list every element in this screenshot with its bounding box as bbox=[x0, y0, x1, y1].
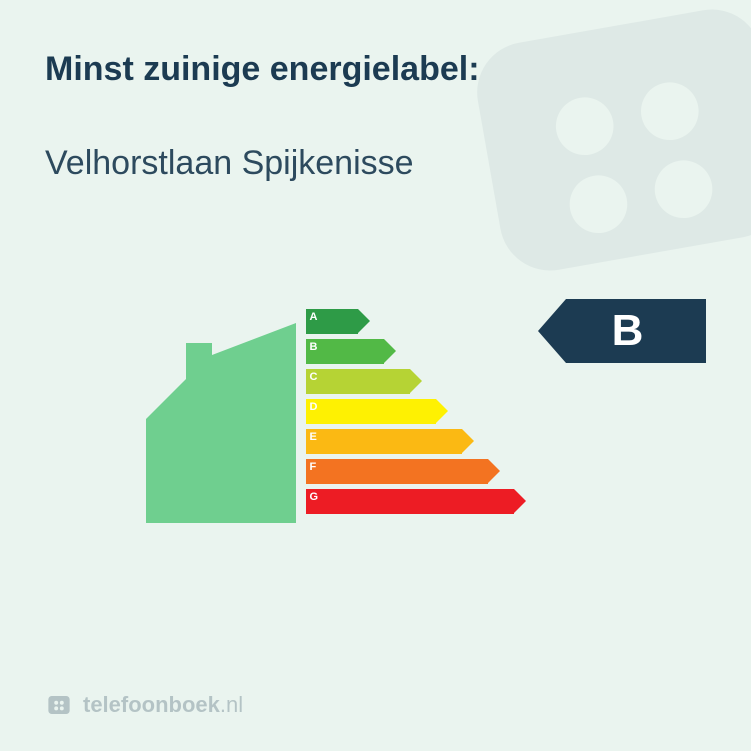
energy-bar-g: G bbox=[306, 489, 586, 514]
footer-text: telefoonboek.nl bbox=[83, 692, 243, 718]
energy-bar-letter: E bbox=[310, 431, 317, 443]
rating-indicator: B bbox=[538, 299, 706, 363]
indicator-letter: B bbox=[612, 306, 644, 356]
energy-bar-letter: B bbox=[310, 341, 318, 353]
energy-bar-d: D bbox=[306, 399, 586, 424]
energy-bar-c: C bbox=[306, 369, 586, 394]
energy-bar-f: F bbox=[306, 459, 586, 484]
phonebook-icon bbox=[45, 691, 73, 719]
energy-bar-letter: G bbox=[310, 491, 319, 503]
house-icon bbox=[136, 323, 296, 523]
energy-bar-e: E bbox=[306, 429, 586, 454]
energy-bar-letter: D bbox=[310, 401, 318, 413]
footer-brand: telefoonboek.nl bbox=[45, 691, 243, 719]
footer-brand-name: telefoonboek bbox=[83, 692, 220, 717]
energy-label-card: Minst zuinige energielabel: Velhorstlaan… bbox=[0, 0, 751, 751]
energy-diagram: A B C D E F G B bbox=[46, 243, 706, 533]
indicator-body: B bbox=[566, 299, 706, 363]
energy-bar-letter: C bbox=[310, 371, 318, 383]
indicator-arrow-icon bbox=[538, 299, 566, 363]
energy-bar-letter: A bbox=[310, 311, 318, 323]
footer-brand-ext: .nl bbox=[220, 692, 243, 717]
energy-bar-letter: F bbox=[310, 461, 317, 473]
